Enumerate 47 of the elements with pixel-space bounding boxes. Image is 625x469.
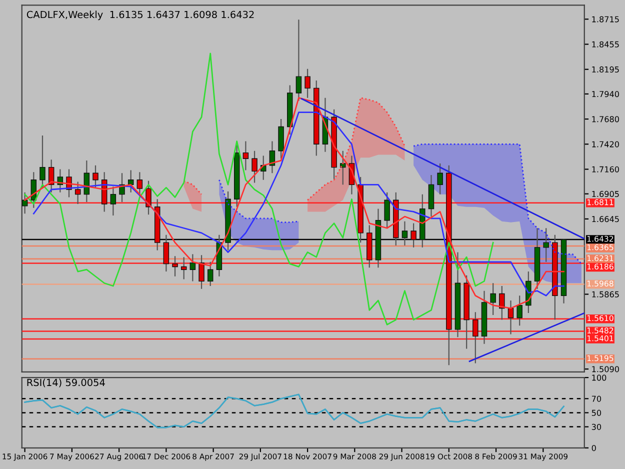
candlestick bbox=[92, 164, 98, 188]
candlestick bbox=[190, 254, 196, 282]
y-tick-label: 30 bbox=[592, 424, 602, 430]
y-tick-label: 1.7680 bbox=[592, 116, 619, 122]
y-tick-label: 1.8455 bbox=[592, 41, 619, 48]
y-tick-label: 70 bbox=[592, 396, 602, 402]
y-tick-label: 1.5865 bbox=[592, 291, 619, 298]
candlestick bbox=[136, 172, 143, 197]
y-tick-label: 50 bbox=[592, 410, 602, 416]
candlestick bbox=[146, 180, 152, 216]
chart-title: RSI(14) 59.0054 bbox=[27, 378, 105, 388]
candlestick bbox=[499, 285, 505, 320]
candlestick bbox=[242, 140, 249, 171]
y-tick-label: 1.6645 bbox=[592, 216, 619, 222]
candlestick bbox=[304, 68, 310, 98]
candlestick bbox=[490, 282, 496, 316]
candlestick bbox=[252, 150, 258, 184]
candlestick bbox=[410, 222, 416, 248]
candlestick bbox=[110, 186, 116, 216]
candlestick bbox=[22, 192, 28, 214]
candlestick bbox=[543, 228, 549, 262]
y-tick-label: 1.8715 bbox=[592, 16, 619, 22]
candlestick bbox=[40, 134, 46, 188]
y-tick-label: 1.7940 bbox=[592, 91, 619, 98]
text: CADLFX,Weekly 1.6135 1.6437 1.6098 1.6432 bbox=[26, 10, 254, 20]
y-tick-label: 1.5090 bbox=[592, 366, 619, 372]
candlestick bbox=[172, 256, 178, 277]
y-tick-label: 1.7420 bbox=[592, 141, 619, 148]
candlestick bbox=[402, 220, 408, 246]
candlestick bbox=[207, 261, 214, 287]
candlestick bbox=[198, 254, 204, 290]
candlestick bbox=[340, 150, 346, 186]
y-tick-label: 0 bbox=[592, 444, 596, 452]
candlestick bbox=[384, 192, 390, 229]
y-tick-label: 1.7160 bbox=[592, 166, 619, 172]
candlestick bbox=[296, 19, 302, 102]
candlestick bbox=[163, 234, 170, 272]
candlestick bbox=[180, 256, 187, 280]
y-tick-label: 100 bbox=[592, 374, 606, 381]
line-series bbox=[218, 179, 300, 224]
candlestick bbox=[472, 312, 478, 364]
candlestick bbox=[74, 181, 81, 205]
candlestick bbox=[437, 162, 443, 195]
candlestick bbox=[516, 295, 522, 326]
y-tick-label: 1.8195 bbox=[592, 66, 619, 73]
line-series bbox=[24, 52, 494, 326]
y-tick-label: 1.6905 bbox=[592, 190, 619, 198]
